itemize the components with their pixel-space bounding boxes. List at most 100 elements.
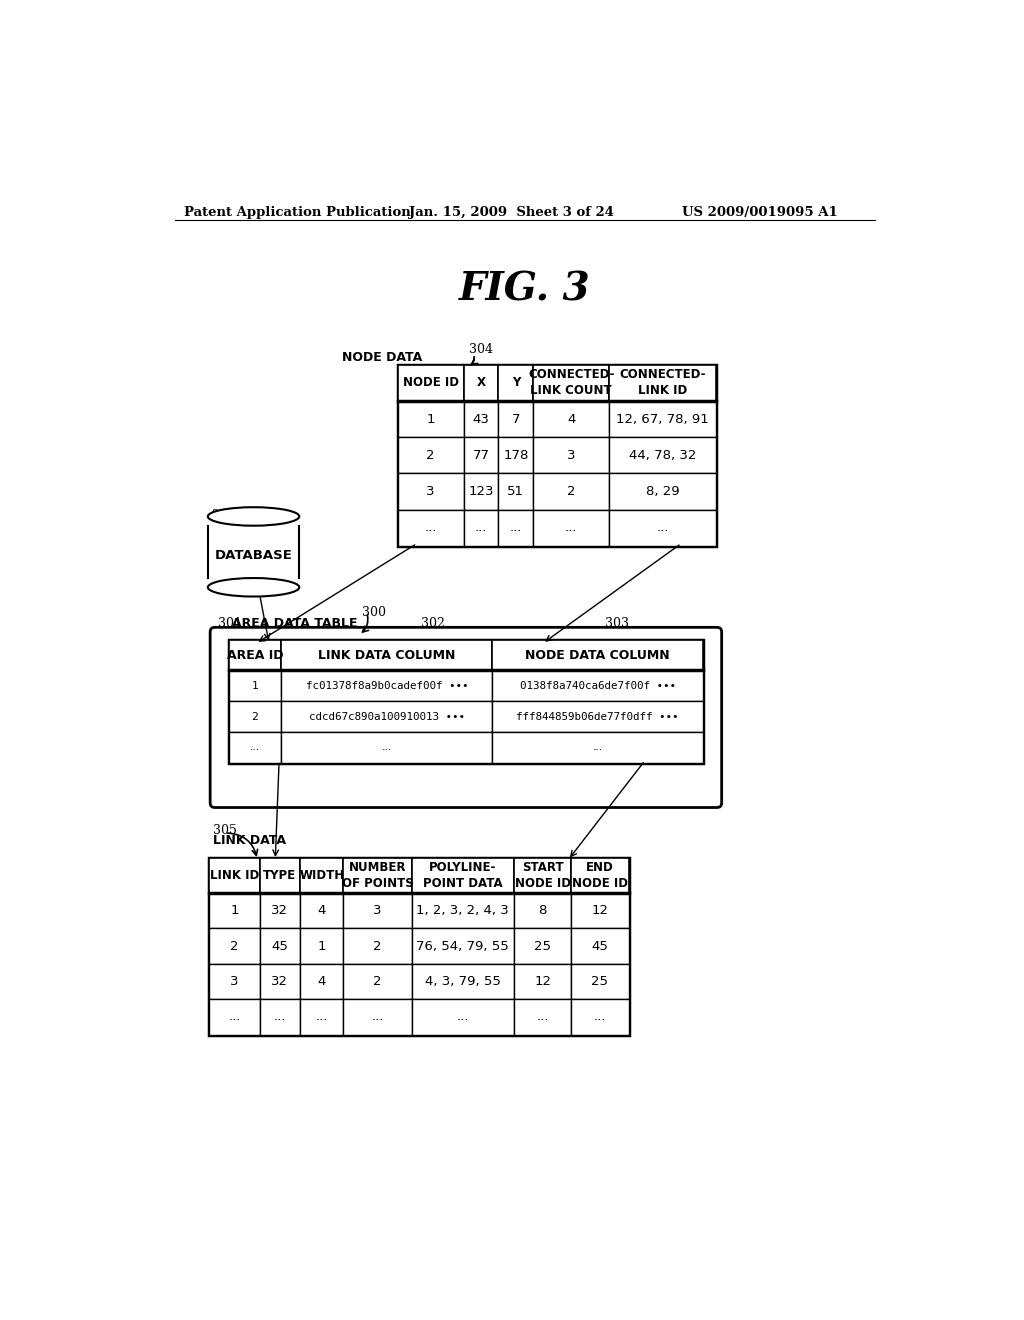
Bar (209, 892, 260, 928)
Bar (343, 964, 412, 999)
Bar (343, 858, 412, 892)
Text: 4: 4 (317, 975, 326, 989)
Text: ...: ... (656, 521, 669, 535)
Text: WIDTH: WIDTH (299, 869, 344, 882)
Bar (282, 671, 493, 701)
Bar (499, 474, 534, 510)
Text: 3: 3 (230, 975, 239, 989)
Text: 305: 305 (213, 824, 238, 837)
Bar (260, 999, 300, 1035)
Bar (609, 474, 716, 510)
Bar (209, 999, 260, 1035)
Text: LINK DATA COLUMN: LINK DATA COLUMN (318, 648, 456, 661)
Ellipse shape (208, 578, 299, 597)
Text: CONNECTED-
LINK ID: CONNECTED- LINK ID (620, 368, 706, 397)
Bar (464, 510, 499, 545)
Bar (571, 928, 629, 964)
Text: 3: 3 (567, 449, 575, 462)
Text: fff844859b06de77f0dff •••: fff844859b06de77f0dff ••• (516, 711, 679, 722)
Text: TYPE: TYPE (263, 869, 297, 882)
Bar (208, 516, 299, 578)
Text: cdcd67c890a100910013 •••: cdcd67c890a100910013 ••• (309, 711, 465, 722)
Text: 1: 1 (317, 940, 326, 953)
FancyBboxPatch shape (210, 627, 722, 808)
Bar (260, 964, 300, 999)
Text: FIG. 3: FIG. 3 (459, 271, 591, 308)
Bar (493, 733, 703, 763)
Text: 45: 45 (592, 940, 608, 953)
Bar (571, 999, 629, 1035)
Text: 3: 3 (374, 904, 382, 917)
Bar (412, 858, 514, 892)
Text: 12: 12 (535, 975, 551, 989)
Text: 4, 3, 79, 55: 4, 3, 79, 55 (425, 975, 501, 989)
Bar (412, 892, 514, 928)
Text: 2: 2 (252, 711, 258, 722)
Text: 76, 54, 79, 55: 76, 54, 79, 55 (417, 940, 509, 953)
Text: NODE DATA: NODE DATA (342, 351, 422, 364)
Bar (228, 640, 282, 671)
Bar (464, 364, 499, 401)
Text: 25: 25 (535, 940, 551, 953)
Bar (571, 964, 629, 999)
Bar (282, 701, 493, 733)
Text: 8: 8 (539, 904, 547, 917)
Bar (300, 892, 343, 928)
Bar (499, 401, 534, 437)
Text: ...: ... (382, 742, 392, 752)
Bar (343, 928, 412, 964)
Bar (412, 964, 514, 999)
Text: 12: 12 (592, 904, 608, 917)
Bar (534, 437, 609, 474)
Text: 44, 78, 32: 44, 78, 32 (629, 449, 696, 462)
Text: 8, 29: 8, 29 (646, 484, 680, 498)
Text: 1, 2, 3, 2, 4, 3: 1, 2, 3, 2, 4, 3 (417, 904, 509, 917)
Text: ...: ... (565, 521, 578, 535)
Text: 3: 3 (426, 484, 435, 498)
Bar (499, 510, 534, 545)
Text: ...: ... (228, 1010, 241, 1023)
Text: AREA ID: AREA ID (227, 648, 284, 661)
Bar (464, 474, 499, 510)
Text: 303: 303 (605, 616, 630, 630)
Bar (571, 892, 629, 928)
Bar (260, 928, 300, 964)
Text: ...: ... (250, 742, 260, 752)
Text: AREA DATA TABLE: AREA DATA TABLE (231, 616, 357, 630)
Text: NUMBER
OF POINTS: NUMBER OF POINTS (342, 861, 414, 890)
Text: 4: 4 (567, 413, 575, 425)
Bar (609, 364, 716, 401)
Text: LINK ID: LINK ID (210, 869, 259, 882)
Text: 43: 43 (472, 413, 489, 425)
Bar (397, 364, 464, 401)
Bar (300, 964, 343, 999)
Text: 2: 2 (567, 484, 575, 498)
Bar (514, 892, 571, 928)
Bar (397, 510, 464, 545)
Text: Jan. 15, 2009  Sheet 3 of 24: Jan. 15, 2009 Sheet 3 of 24 (409, 206, 613, 219)
Text: Patent Application Publication: Patent Application Publication (183, 206, 411, 219)
Text: POLYLINE-
POINT DATA: POLYLINE- POINT DATA (423, 861, 503, 890)
Text: 301: 301 (218, 616, 242, 630)
Text: 45: 45 (271, 940, 289, 953)
Bar (499, 364, 534, 401)
Bar (209, 928, 260, 964)
Bar (514, 858, 571, 892)
Text: ...: ... (372, 1010, 384, 1023)
Bar (300, 999, 343, 1035)
Bar (534, 401, 609, 437)
Bar (228, 701, 282, 733)
Text: 2: 2 (374, 975, 382, 989)
Text: 302: 302 (421, 616, 444, 630)
Text: 25: 25 (592, 975, 608, 989)
Text: US 2009/0019095 A1: US 2009/0019095 A1 (682, 206, 838, 219)
Bar (343, 999, 412, 1035)
Bar (209, 858, 629, 1035)
Bar (493, 640, 703, 671)
Text: ...: ... (475, 521, 487, 535)
Bar (514, 999, 571, 1035)
Text: ...: ... (425, 521, 437, 535)
Bar (343, 892, 412, 928)
Text: ...: ... (315, 1010, 328, 1023)
Text: ...: ... (594, 1010, 606, 1023)
